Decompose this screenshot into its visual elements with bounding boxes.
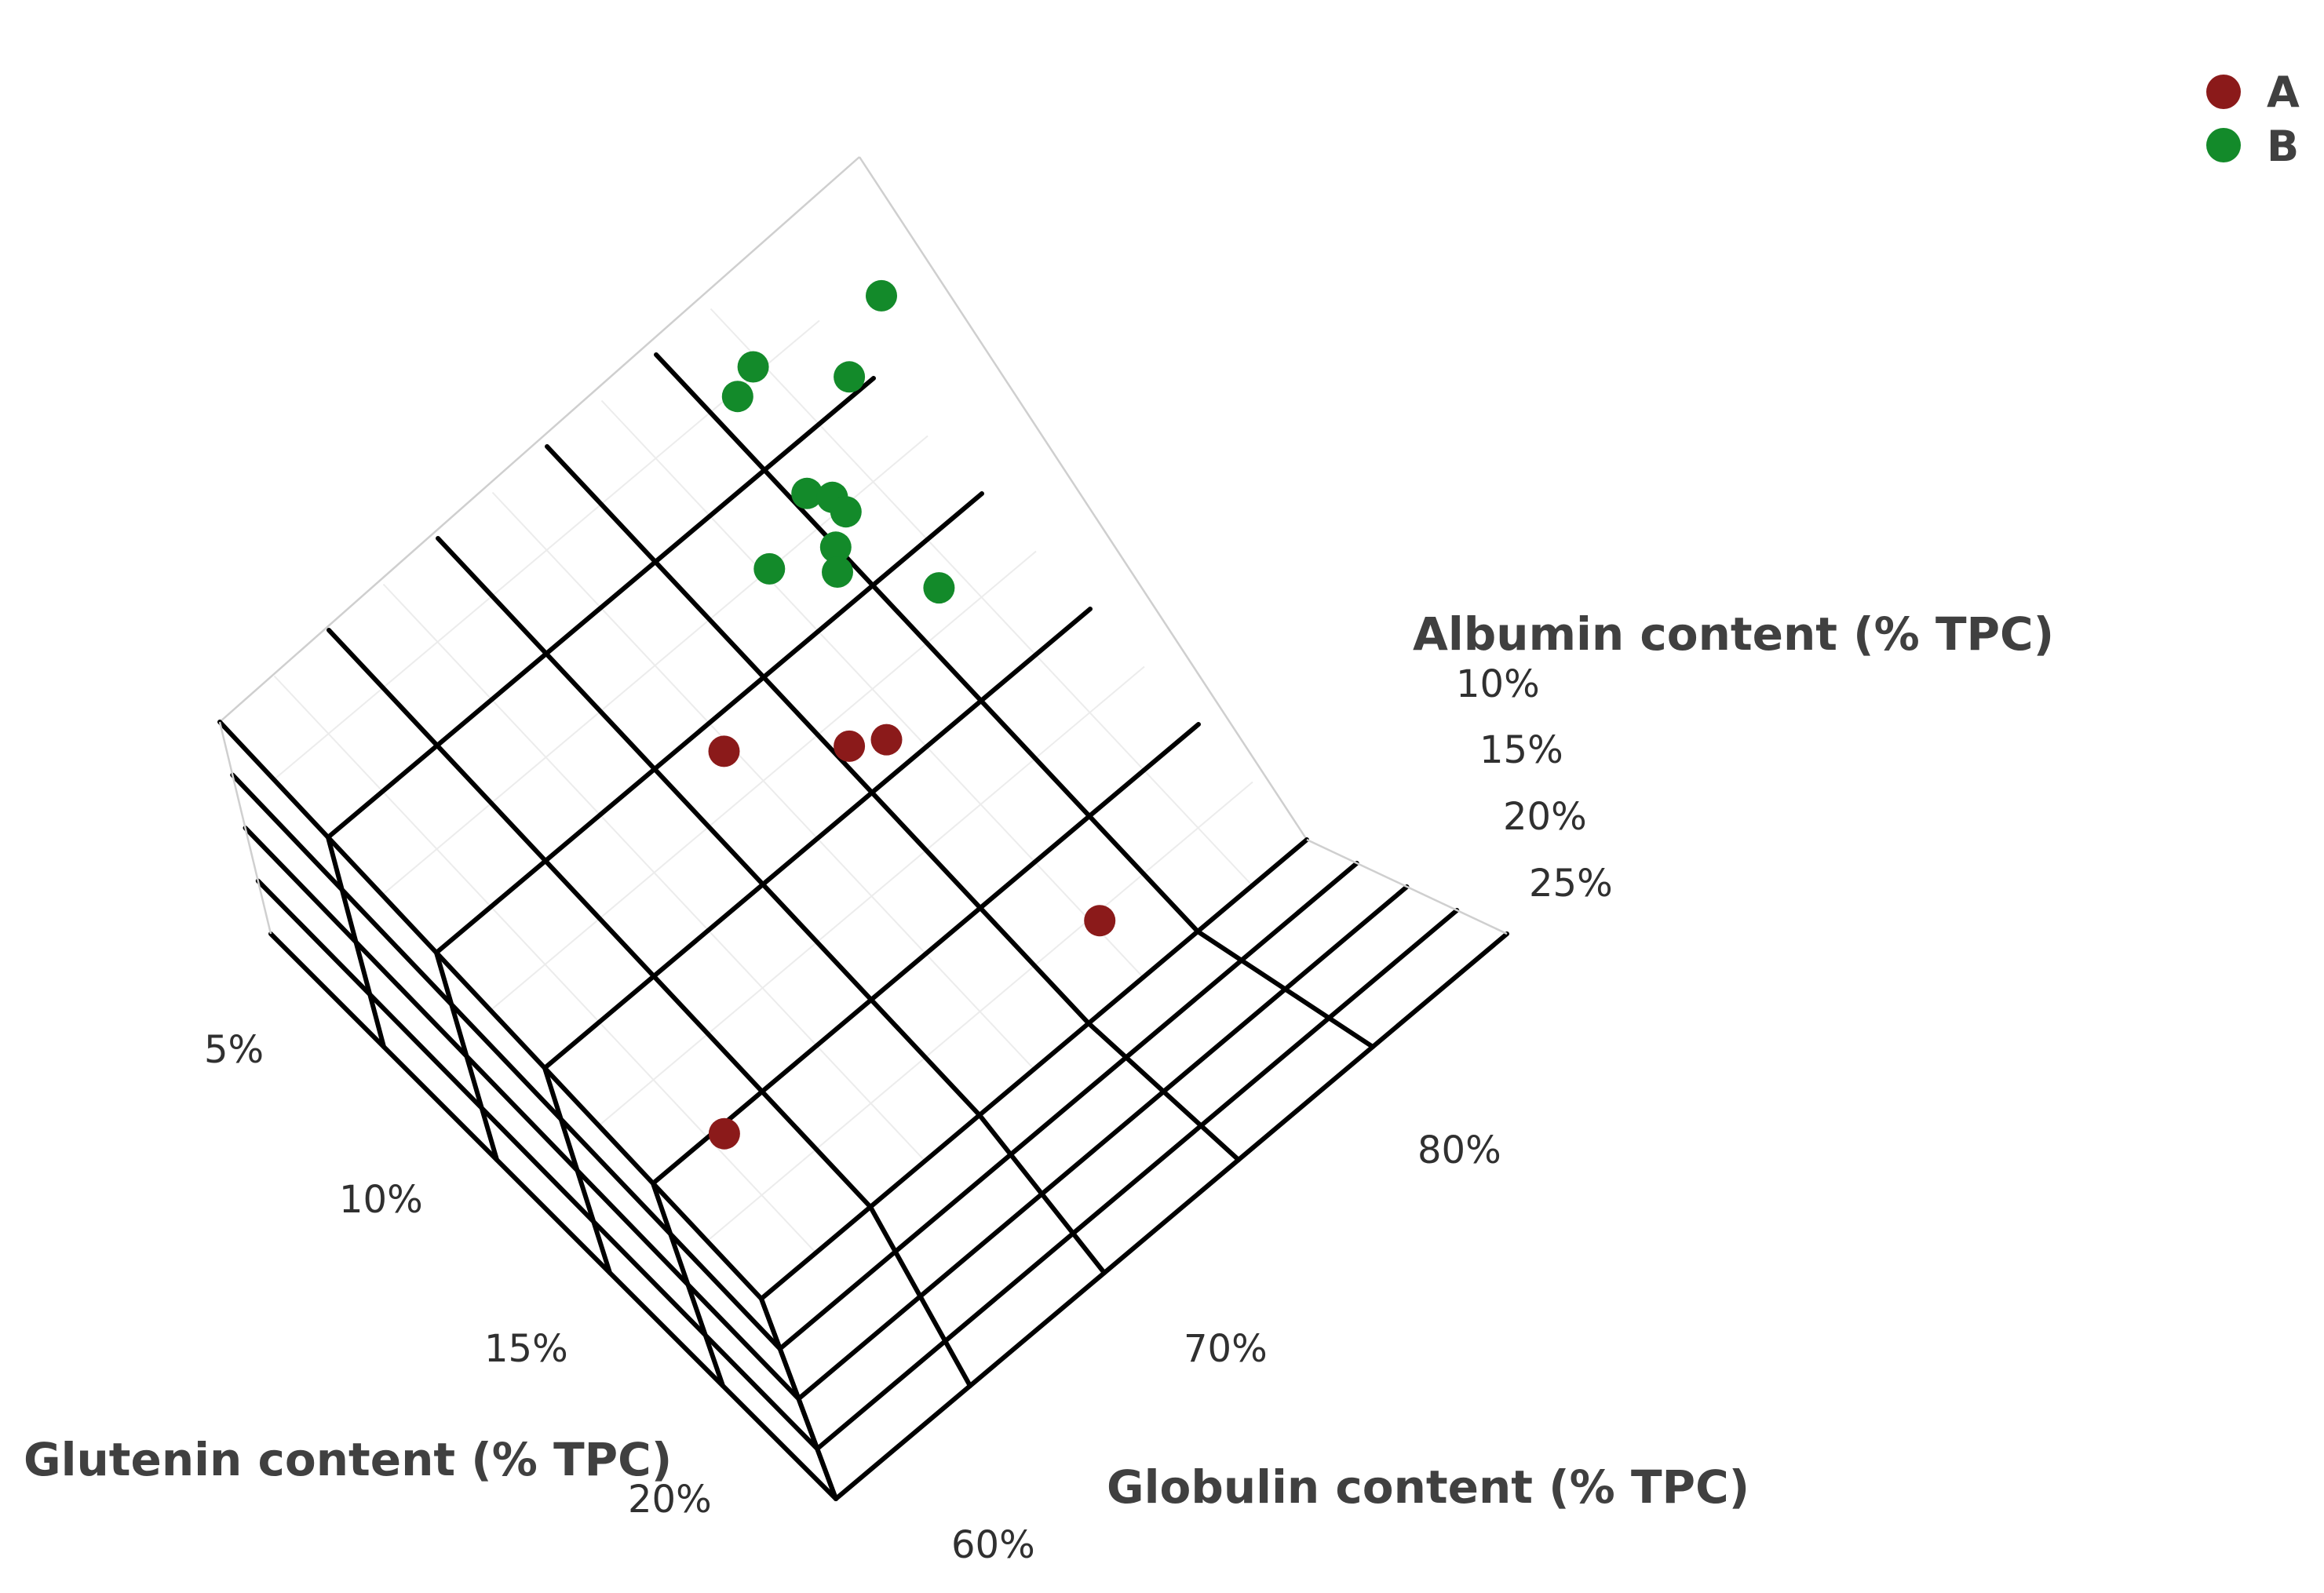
side-divider-line	[542, 1066, 612, 1275]
data-point-a	[834, 730, 866, 762]
data-point-a	[1084, 905, 1116, 937]
top-face-edge	[759, 837, 1309, 1301]
glutenin-tick-label: 10%	[339, 1178, 423, 1222]
albumin-axis-title: Albumin content (% TPC)	[1413, 607, 2054, 661]
data-point-b	[737, 351, 769, 383]
side-divider-line	[1195, 929, 1375, 1049]
side-divider-line	[868, 1205, 972, 1388]
top-grid-line	[327, 628, 873, 1209]
data-point-b	[923, 572, 955, 604]
glutenin-tick-label: 20%	[628, 1478, 712, 1522]
data-point-b	[822, 556, 853, 588]
side-level-line	[255, 878, 820, 1452]
glutenin-axis-title: Glutenin content (% TPC)	[24, 1433, 672, 1486]
data-point-b	[721, 381, 753, 413]
legend-marker-b	[2206, 128, 2241, 162]
side-level-line	[796, 884, 1410, 1402]
top-face-edge	[219, 156, 860, 723]
glutenin-tick-label: 15%	[484, 1327, 568, 1371]
data-point-b	[866, 279, 897, 312]
side-level-line	[815, 908, 1460, 1452]
side-divider-line	[326, 835, 386, 1049]
top-grid-line	[436, 536, 982, 1117]
side-divider-line	[1086, 1021, 1241, 1162]
top-grid-line	[490, 550, 1037, 1012]
legend-label-a: A	[2267, 67, 2300, 117]
top-grid-line	[326, 376, 876, 840]
data-point-b	[791, 477, 823, 509]
top-grid-line	[542, 607, 1093, 1070]
plot-box	[217, 156, 1509, 1501]
top-grid-line	[434, 491, 984, 955]
globulin-tick-label: 80%	[1417, 1128, 1501, 1172]
top-grid-line	[710, 308, 1253, 887]
top-face-edge	[217, 720, 764, 1301]
side-divider-line	[977, 1113, 1107, 1275]
data-point-a	[708, 735, 740, 767]
data-point-a	[708, 1117, 740, 1150]
data-point-b	[753, 552, 786, 585]
albumin-tick-label: 25%	[1529, 862, 1613, 906]
legend-label-b: B	[2267, 122, 2299, 171]
side-level-line	[230, 772, 783, 1351]
data-point-b	[830, 496, 862, 528]
side-level-line	[777, 861, 1359, 1351]
top-grid-line	[600, 399, 1144, 979]
top-grid-line	[654, 352, 1200, 934]
globulin-tick-label: 60%	[951, 1523, 1035, 1567]
side-level-line	[243, 826, 801, 1402]
albumin-tick-label: 15%	[1479, 728, 1563, 772]
side-divider-line	[218, 721, 272, 935]
top-grid-line	[651, 722, 1201, 1186]
side-level-line	[834, 931, 1509, 1501]
glutenin-tick-label: 5%	[204, 1028, 264, 1072]
data-point-b	[819, 531, 852, 563]
globulin-tick-label: 70%	[1184, 1327, 1268, 1371]
top-face-edge	[858, 156, 1308, 840]
data-point-b	[834, 361, 866, 393]
globulin-axis-title: Globulin content (% TPC)	[1107, 1460, 1749, 1514]
legend-marker-a	[2206, 75, 2241, 109]
data-point-a	[870, 724, 903, 756]
side-divider-line	[434, 950, 499, 1162]
top-grid-line	[545, 444, 1091, 1026]
legend: A B	[2206, 67, 2300, 171]
side-divider-line	[1306, 838, 1508, 935]
data-points	[708, 279, 1116, 1150]
side-divider-line	[759, 1296, 838, 1501]
albumin-tick-label: 10%	[1456, 662, 1540, 706]
side-divider-line	[651, 1181, 725, 1388]
albumin-tick-label: 20%	[1503, 795, 1587, 839]
side-level-line	[268, 931, 838, 1501]
